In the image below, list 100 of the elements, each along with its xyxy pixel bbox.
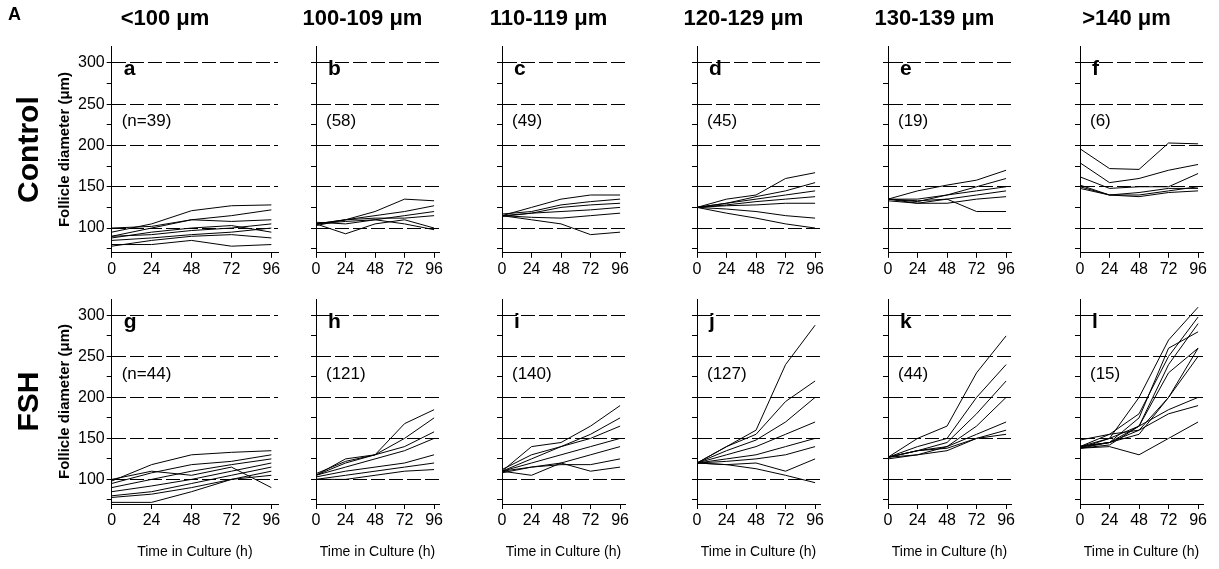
annotation: (19) bbox=[898, 111, 929, 131]
x-tick-label: 48 bbox=[938, 259, 957, 277]
x-axis-title: Time in Culture (h) bbox=[1083, 543, 1200, 560]
x-axis-title: Time in Culture (h) bbox=[505, 543, 622, 560]
annotation: b bbox=[328, 56, 341, 80]
x-axis-title: Time in Culture (h) bbox=[891, 543, 1008, 560]
annotation: (6) bbox=[1090, 111, 1111, 131]
x-tick-label: 24 bbox=[336, 259, 355, 277]
x-tick-label: 0 bbox=[107, 259, 117, 277]
x-tick-label: 72 bbox=[395, 511, 414, 529]
annotation: i bbox=[514, 309, 520, 332]
annotation: f bbox=[1092, 56, 1100, 80]
x-tick-label: 96 bbox=[997, 259, 1016, 277]
x-tick-label: 96 bbox=[611, 511, 630, 529]
x-tick-label: 96 bbox=[1189, 511, 1208, 529]
y-tick-label: 100 bbox=[77, 469, 105, 487]
x-tick-label: 96 bbox=[997, 511, 1016, 529]
x-tick-label: 24 bbox=[142, 259, 161, 277]
annotation: d bbox=[709, 56, 722, 80]
x-tick-label: 72 bbox=[967, 259, 986, 277]
x-tick-label: 0 bbox=[692, 511, 702, 529]
x-tick-label: 48 bbox=[747, 511, 766, 529]
x-tick-label: 24 bbox=[336, 511, 355, 529]
annotation: (121) bbox=[326, 364, 366, 383]
annotation: (n=39) bbox=[121, 111, 172, 131]
annotation: a bbox=[123, 56, 136, 80]
x-tick-label: 24 bbox=[522, 259, 541, 277]
annotation: (58) bbox=[326, 111, 357, 131]
annotation: (15) bbox=[1090, 364, 1121, 383]
annotation: g bbox=[123, 309, 137, 332]
x-tick-label: 72 bbox=[776, 259, 795, 277]
annotation: (49) bbox=[512, 111, 543, 131]
y-tick-label: 300 bbox=[77, 53, 105, 71]
text: FSH bbox=[11, 371, 45, 432]
x-tick-label: 24 bbox=[717, 259, 736, 277]
x-tick-label: 0 bbox=[107, 511, 117, 529]
x-tick-label: 72 bbox=[395, 259, 414, 277]
y-axis-title: Follicle diameter (μm) bbox=[55, 323, 73, 480]
x-tick-label: 48 bbox=[366, 259, 385, 277]
x-tick-label: 0 bbox=[1075, 511, 1085, 529]
x-tick-label: 48 bbox=[552, 259, 571, 277]
annotation: k bbox=[900, 309, 912, 332]
y-axis-title: Follicle diameter (μm) bbox=[55, 72, 73, 228]
text: A bbox=[8, 3, 21, 24]
x-tick-label: 96 bbox=[262, 259, 281, 277]
x-tick-label: 24 bbox=[1100, 511, 1119, 529]
x-tick-label: 24 bbox=[908, 259, 927, 277]
x-tick-label: 96 bbox=[425, 259, 444, 277]
x-tick-label: 96 bbox=[806, 259, 825, 277]
x-tick-label: 72 bbox=[1159, 259, 1178, 277]
x-tick-label: 72 bbox=[776, 511, 795, 529]
annotation: (n=44) bbox=[121, 364, 172, 383]
x-tick-label: 0 bbox=[311, 511, 321, 529]
x-tick-label: 48 bbox=[552, 511, 571, 529]
y-tick-label: 200 bbox=[77, 135, 105, 153]
x-tick-label: 96 bbox=[262, 511, 281, 529]
x-tick-label: 48 bbox=[182, 259, 201, 277]
annotation: (140) bbox=[512, 364, 552, 383]
x-axis-title: Time in Culture (h) bbox=[700, 543, 817, 560]
chart-title: 100-109 μm bbox=[302, 5, 423, 31]
x-tick-label: 48 bbox=[366, 511, 385, 529]
text: Control bbox=[11, 96, 45, 203]
x-tick-label: 48 bbox=[747, 259, 766, 277]
annotation: c bbox=[514, 56, 526, 80]
y-tick-label: 300 bbox=[77, 305, 105, 323]
x-tick-label: 0 bbox=[497, 511, 507, 529]
chart-title: 110-119 μm bbox=[489, 5, 608, 31]
x-tick-label: 0 bbox=[883, 259, 893, 277]
x-axis-title: Time in Culture (h) bbox=[319, 543, 436, 560]
x-tick-label: 24 bbox=[142, 511, 161, 529]
x-tick-label: 48 bbox=[1130, 259, 1149, 277]
chart-title: 120-129 μm bbox=[683, 5, 804, 31]
y-tick-label: 100 bbox=[77, 218, 105, 236]
annotation: (44) bbox=[898, 364, 929, 383]
y-tick-label: 250 bbox=[77, 94, 105, 112]
x-tick-label: 0 bbox=[1075, 259, 1085, 277]
x-tick-label: 48 bbox=[182, 511, 201, 529]
x-tick-label: 96 bbox=[611, 259, 630, 277]
y-tick-label: 200 bbox=[77, 387, 105, 405]
x-tick-label: 24 bbox=[1100, 259, 1119, 277]
x-tick-label: 72 bbox=[222, 511, 241, 529]
chart-title: >140 μm bbox=[1082, 5, 1171, 31]
x-tick-label: 24 bbox=[908, 511, 927, 529]
annotation: j bbox=[708, 309, 715, 332]
x-tick-label: 24 bbox=[717, 511, 736, 529]
x-tick-label: 72 bbox=[581, 259, 600, 277]
x-tick-label: 0 bbox=[311, 259, 321, 277]
annotation: h bbox=[328, 309, 341, 332]
chart-title: <100 μm bbox=[120, 5, 210, 31]
x-tick-label: 0 bbox=[497, 259, 507, 277]
x-tick-label: 0 bbox=[883, 511, 893, 529]
x-tick-label: 96 bbox=[1189, 259, 1208, 277]
y-tick-label: 250 bbox=[77, 346, 105, 364]
x-tick-label: 96 bbox=[806, 511, 825, 529]
annotation: (45) bbox=[707, 111, 738, 131]
y-tick-label: 150 bbox=[77, 428, 105, 446]
x-tick-label: 48 bbox=[938, 511, 957, 529]
x-axis-title: Time in Culture (h) bbox=[137, 543, 253, 560]
annotation: (127) bbox=[707, 364, 747, 383]
x-tick-label: 72 bbox=[222, 259, 241, 277]
